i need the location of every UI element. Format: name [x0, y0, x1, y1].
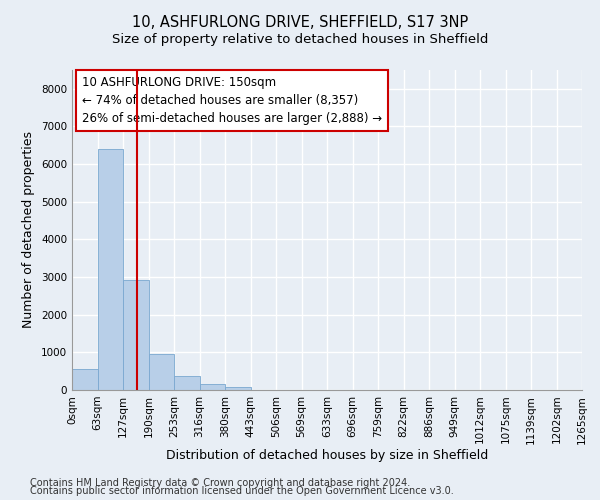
- Bar: [174, 376, 199, 390]
- Text: Size of property relative to detached houses in Sheffield: Size of property relative to detached ho…: [112, 32, 488, 46]
- Bar: [225, 387, 251, 390]
- Text: Contains HM Land Registry data © Crown copyright and database right 2024.: Contains HM Land Registry data © Crown c…: [30, 478, 410, 488]
- Bar: [97, 149, 123, 390]
- Text: 10, ASHFURLONG DRIVE, SHEFFIELD, S17 3NP: 10, ASHFURLONG DRIVE, SHEFFIELD, S17 3NP: [132, 15, 468, 30]
- Bar: [199, 384, 225, 390]
- Text: 10 ASHFURLONG DRIVE: 150sqm
← 74% of detached houses are smaller (8,357)
26% of : 10 ASHFURLONG DRIVE: 150sqm ← 74% of det…: [82, 76, 382, 126]
- Text: Contains public sector information licensed under the Open Government Licence v3: Contains public sector information licen…: [30, 486, 454, 496]
- X-axis label: Distribution of detached houses by size in Sheffield: Distribution of detached houses by size …: [166, 449, 488, 462]
- Bar: [149, 354, 174, 390]
- Bar: [72, 368, 97, 390]
- Y-axis label: Number of detached properties: Number of detached properties: [22, 132, 35, 328]
- Bar: [123, 280, 149, 390]
